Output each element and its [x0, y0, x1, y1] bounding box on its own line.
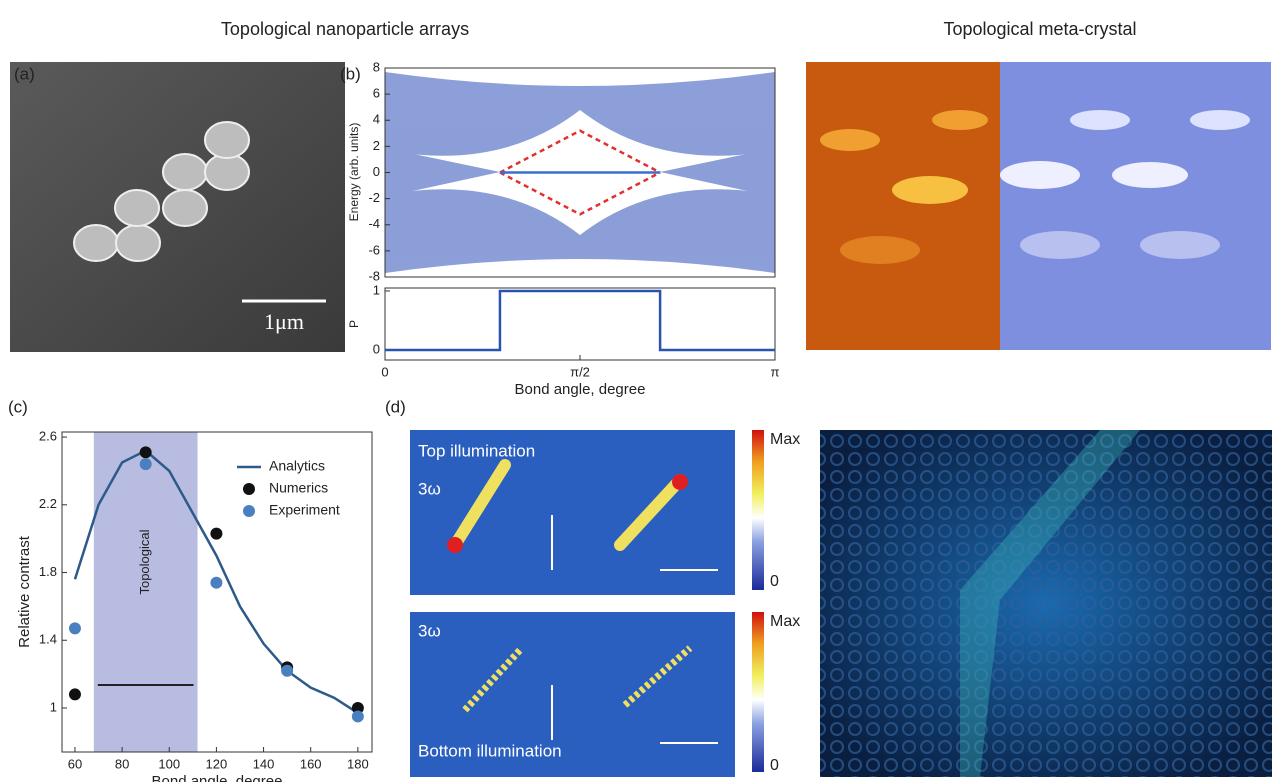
x-axis-label: Bond angle, degree — [515, 381, 646, 398]
x-axis-label: Bond angle, degree — [152, 773, 283, 782]
colorbar-max: Max — [770, 613, 800, 630]
legend-label: Numerics — [269, 480, 328, 496]
legend-marker — [243, 505, 255, 517]
y-tick-label: -4 — [368, 216, 380, 231]
sh-spots — [447, 459, 693, 713]
x-tick-label: π/2 — [570, 364, 590, 379]
x-tick-label: 120 — [206, 756, 228, 771]
marker — [281, 664, 294, 677]
y-tick-label: 1 — [373, 282, 380, 297]
map-title: Bottom illumination — [418, 741, 562, 760]
y-tick-label: 2 — [373, 138, 380, 153]
panel-label: (b) — [340, 64, 361, 83]
region-label: Topological — [137, 529, 152, 594]
marker — [351, 710, 364, 723]
header: Topological meta-crystal — [943, 19, 1136, 39]
sh-map-bottom — [410, 612, 735, 777]
marker — [139, 458, 152, 471]
y-tick-label: 2.6 — [39, 429, 57, 444]
colorbar-min: 0 — [770, 757, 779, 774]
y-tick-label: 1.4 — [39, 632, 57, 647]
sh-map-top — [410, 430, 735, 595]
bulk-bands — [385, 72, 775, 273]
y-tick-label: 6 — [373, 86, 380, 101]
marker — [139, 446, 152, 459]
series-line — [73, 449, 359, 715]
marker — [68, 622, 81, 635]
cylinders — [820, 110, 1250, 264]
orange-half — [806, 62, 1036, 350]
y-tick-label: 4 — [373, 112, 380, 127]
plot-frame — [61, 431, 373, 753]
x-tick-label: 100 — [158, 756, 180, 771]
colorbar-max: Max — [770, 431, 800, 448]
colorbar — [752, 612, 764, 772]
series-line — [499, 129, 661, 174]
panel-label: (a) — [14, 64, 35, 83]
marker — [68, 688, 81, 701]
x-tick-label: 140 — [253, 756, 275, 771]
panel-label: (c) — [8, 397, 28, 416]
shaded-region — [93, 432, 198, 752]
polarization-arrows — [551, 515, 718, 744]
x-tick-label: 0 — [381, 364, 388, 379]
y-tick-label: 1.8 — [39, 564, 57, 579]
particles — [73, 121, 250, 262]
panel-label: (d) — [385, 397, 406, 416]
y-tick-label: -6 — [368, 242, 380, 257]
y-axis-label: Energy (arb. units) — [347, 123, 361, 222]
legend-marker — [243, 483, 255, 495]
y-tick-label: 2.2 — [39, 496, 57, 511]
y-tick-label: 8 — [373, 59, 380, 74]
scale-label: 1μm — [264, 309, 304, 334]
y-tick-label: 1 — [50, 699, 57, 714]
y-tick-label: -8 — [368, 268, 380, 283]
y-tick-label: 0 — [373, 164, 380, 179]
harmonic: 3ω — [418, 479, 441, 498]
legend-label: Analytics — [269, 458, 325, 474]
field-cells — [820, 430, 1272, 777]
series-line — [385, 289, 775, 352]
legend-label: Experiment — [269, 502, 340, 518]
colorbar — [752, 430, 764, 590]
map-title: Top illumination — [418, 441, 535, 460]
harmonic: 3ω — [418, 621, 441, 640]
x-tick-label: 180 — [347, 756, 369, 771]
y-axis-label: P — [347, 320, 361, 328]
blue-half — [1000, 62, 1271, 350]
y-axis-label: Relative contrast — [16, 535, 33, 648]
header: Topological nanoparticle arrays — [221, 19, 469, 39]
marker — [351, 701, 364, 714]
x-tick-label: 80 — [115, 756, 129, 771]
series-line — [499, 171, 661, 216]
marker — [210, 527, 223, 540]
x-tick-label: 60 — [68, 756, 82, 771]
marker — [210, 576, 223, 589]
edge-glow — [960, 430, 1140, 777]
x-tick-label: π — [771, 364, 780, 379]
x-tick-label: 160 — [300, 756, 322, 771]
colorbar-min: 0 — [770, 573, 779, 590]
y-tick-label: 0 — [373, 341, 380, 356]
y-tick-label: -2 — [368, 190, 380, 205]
